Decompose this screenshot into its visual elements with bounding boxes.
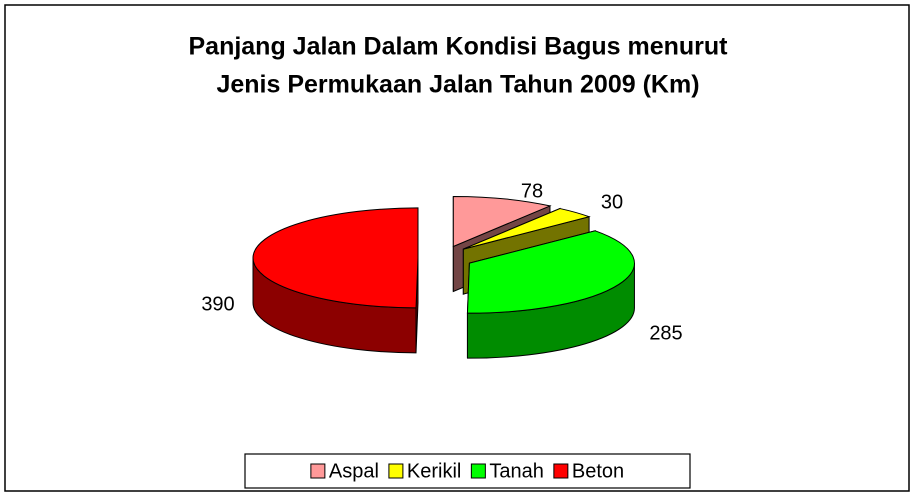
slice [252, 207, 419, 354]
chart-title: Panjang Jalan Dalam Kondisi Bagus menuru… [188, 33, 728, 61]
data-label: 78 [521, 180, 543, 202]
legend-swatch [310, 463, 326, 479]
data-label: 390 [201, 293, 234, 315]
slice-top [252, 207, 419, 309]
slice-top [463, 208, 591, 250]
slice-top [466, 230, 635, 314]
data-label: 30 [601, 191, 623, 213]
legend-label: Beton [572, 460, 624, 482]
legend-label: Aspal [329, 460, 379, 482]
legend-swatch [553, 463, 569, 479]
legend-swatch [388, 463, 404, 479]
pie [252, 195, 635, 359]
slice [466, 230, 635, 359]
legend-label: Kerikil [407, 460, 461, 482]
legend-label: Tanah [489, 460, 544, 482]
data-label: 285 [649, 322, 682, 344]
chart-title: Jenis Permukaan Jalan Tahun 2009 (Km) [216, 71, 699, 99]
legend-swatch [470, 463, 486, 479]
slice-top [452, 195, 552, 248]
